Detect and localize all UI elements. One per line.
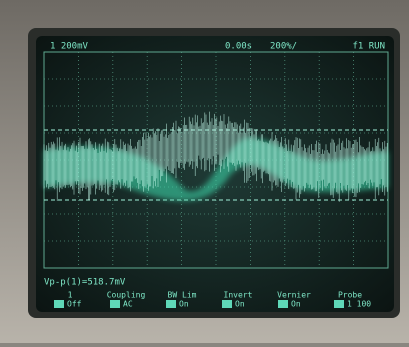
page: {"status_bar": {"channel": "1 200mV", "t… [0,0,409,343]
oscilloscope-photo: 1 200mV 0.00s 200%/ f1 RUN Vp-p(1)=518.7… [0,0,409,343]
softkey-value: On [291,300,301,309]
softkey-indicator [166,300,176,308]
softkey-value: On [179,300,189,309]
softkey-label: Probe [338,291,362,300]
softkey-indicator [334,300,344,308]
time-offset: 0.00s [225,42,252,52]
softkey-value: 1 100 [347,300,371,309]
channel-scale: 1 200mV [50,42,89,52]
run-state: f1 RUN [352,42,385,52]
softkey-value: AC [123,300,133,309]
softkey-label: BW Lim [168,291,197,300]
softkey-value: Off [67,300,82,309]
time-scale: 200%/ [270,42,297,52]
softkey-indicator [222,300,232,308]
softkey-indicator [110,300,120,308]
softkey-value: On [235,300,245,309]
softkey-indicator [278,300,288,308]
softkey-label: Vernier [277,291,311,300]
measurement: Vp-p(1)=518.7mV [44,278,126,288]
softkey-label: Invert [224,291,253,300]
softkey-label: 1 [68,291,73,300]
softkey-indicator [54,300,64,308]
softkey-label: Coupling [107,291,146,300]
